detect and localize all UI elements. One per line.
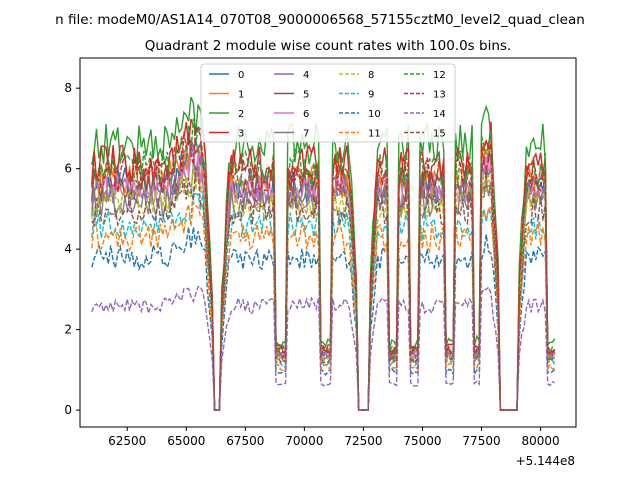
x-tick-label: 67500 bbox=[226, 434, 264, 448]
series-line-13 bbox=[91, 125, 555, 411]
legend-label-6: 6 bbox=[303, 109, 309, 120]
legend-label-4: 4 bbox=[303, 70, 309, 81]
legend-label-2: 2 bbox=[238, 109, 244, 120]
chart-title: Quadrant 2 module wise count rates with … bbox=[145, 38, 511, 54]
series-line-9 bbox=[91, 186, 556, 411]
legend-label-5: 5 bbox=[303, 90, 309, 101]
y-tick-label: 6 bbox=[64, 162, 72, 176]
legend-label-8: 8 bbox=[368, 70, 374, 81]
y-tick-label: 4 bbox=[64, 242, 72, 256]
x-tick-label: 80000 bbox=[521, 434, 559, 448]
legend-label-14: 14 bbox=[433, 109, 446, 120]
x-tick-label: 72500 bbox=[344, 434, 382, 448]
legend-label-10: 10 bbox=[368, 109, 381, 120]
series-line-8 bbox=[91, 166, 556, 411]
y-tick-label: 8 bbox=[64, 81, 72, 95]
figure-suptitle: n file: modeM0/AS1A14_070T08_9000006568_… bbox=[55, 12, 585, 28]
legend-label-12: 12 bbox=[433, 70, 446, 81]
legend-label-3: 3 bbox=[238, 129, 244, 140]
legend-box bbox=[200, 63, 456, 143]
legend-label-15: 15 bbox=[433, 129, 446, 140]
series-line-2 bbox=[91, 96, 556, 411]
y-tick-label: 2 bbox=[64, 323, 72, 337]
legend-label-11: 11 bbox=[368, 129, 381, 140]
series-line-15 bbox=[91, 165, 556, 411]
x-axis: 62500 65000 67500 70000 72500 75000 77500 80000 bbox=[108, 427, 560, 448]
x-tick-label: 62500 bbox=[108, 434, 146, 448]
legend-label-0: 0 bbox=[238, 70, 244, 81]
series-line-14 bbox=[91, 285, 555, 411]
plot-area bbox=[79, 57, 577, 428]
legend-label-7: 7 bbox=[303, 129, 309, 140]
series-layer bbox=[91, 96, 556, 411]
x-tick-label: 70000 bbox=[285, 434, 323, 448]
series-line-10 bbox=[91, 227, 556, 411]
x-tick-label: 77500 bbox=[462, 434, 500, 448]
legend-label-13: 13 bbox=[433, 90, 446, 101]
series-line-11 bbox=[91, 200, 556, 411]
x-offset-label: +5.144e8 bbox=[516, 454, 575, 468]
axes-frame bbox=[79, 57, 577, 428]
series-line-7 bbox=[91, 162, 556, 411]
legend-label-1: 1 bbox=[238, 90, 244, 101]
legend-label-9: 9 bbox=[368, 90, 374, 101]
y-tick-label: 0 bbox=[64, 403, 72, 417]
x-tick-label: 65000 bbox=[167, 434, 205, 448]
y-axis: 0 2 4 6 8 bbox=[64, 81, 80, 417]
x-tick-label: 75000 bbox=[403, 434, 441, 448]
